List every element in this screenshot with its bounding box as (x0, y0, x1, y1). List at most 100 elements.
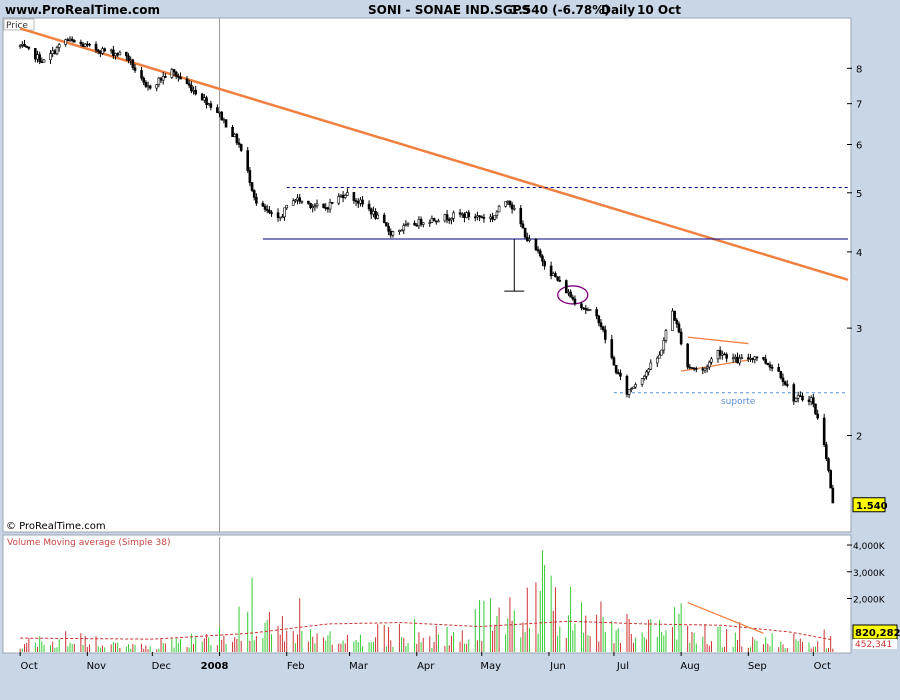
candle (614, 364, 618, 375)
candle (231, 124, 234, 137)
y-tick-label: 8 (856, 64, 862, 75)
candle (786, 380, 789, 388)
candle (281, 213, 284, 219)
volume-y-tick-label: 2,000K (853, 596, 886, 606)
candle (708, 360, 711, 370)
candle (762, 356, 765, 361)
candle (400, 229, 403, 232)
candle (18, 44, 22, 49)
candle (406, 222, 410, 227)
candle (538, 248, 542, 258)
candle (79, 39, 83, 47)
x-tick-label: Mar (349, 661, 369, 672)
candle (675, 317, 679, 328)
candle (367, 200, 371, 212)
candle (467, 209, 471, 221)
x-tick-label: Jul (616, 661, 629, 672)
candle (419, 216, 423, 227)
candle (200, 92, 204, 101)
candle (658, 351, 661, 359)
candle (27, 46, 31, 51)
candle (482, 213, 486, 223)
candle (473, 213, 477, 222)
candle (133, 63, 137, 73)
candle (309, 202, 312, 210)
candle (519, 205, 523, 228)
candle (695, 366, 698, 373)
candle (445, 209, 449, 224)
candle (554, 271, 557, 278)
candle (224, 119, 228, 128)
candle (330, 201, 334, 205)
trendline (19, 27, 849, 282)
price-panel (2, 17, 852, 533)
candle (291, 198, 295, 206)
candle (829, 469, 832, 489)
candle (569, 289, 572, 298)
candle (127, 53, 130, 64)
x-tick-label: Jun (549, 661, 566, 672)
candle (285, 205, 289, 210)
candle (534, 238, 538, 252)
candle (796, 391, 800, 403)
candle (376, 212, 380, 220)
candle (495, 210, 499, 219)
candle (352, 191, 356, 204)
y-tick-label: 6 (856, 141, 862, 152)
candle (179, 72, 182, 80)
candle (42, 59, 46, 63)
candle (140, 66, 143, 81)
candle (777, 363, 780, 372)
candle (528, 234, 531, 243)
candle (573, 295, 577, 306)
candle (677, 321, 681, 334)
candle (597, 314, 601, 326)
candle (391, 230, 395, 238)
candle (497, 204, 501, 213)
candle (599, 319, 603, 330)
x-tick-label: Feb (287, 661, 305, 672)
candle (421, 222, 425, 228)
candle (170, 67, 174, 80)
last-price-badge (852, 497, 886, 513)
candle (144, 80, 148, 89)
candle (346, 188, 349, 197)
candle (814, 403, 817, 415)
candle (298, 193, 302, 204)
candle (270, 210, 273, 217)
candle (755, 356, 759, 362)
candle (131, 58, 135, 71)
x-tick-label: Aug (680, 661, 700, 672)
candle (246, 147, 250, 173)
candle (612, 355, 616, 366)
candle (96, 48, 100, 55)
candle (512, 204, 516, 211)
volume-y-tick-label: 4,000K (853, 542, 886, 552)
candle (662, 337, 666, 354)
candle (177, 73, 180, 82)
y-tick-label: 7 (856, 100, 862, 111)
candle (584, 304, 588, 315)
candle (142, 76, 145, 86)
candle (738, 354, 741, 366)
candle (252, 189, 256, 201)
price-panel-label: Price (6, 21, 28, 31)
candle (686, 343, 689, 370)
candle (402, 223, 406, 235)
price-label-box (3, 18, 35, 31)
candle (164, 73, 167, 79)
candle (458, 208, 462, 218)
candle (655, 356, 659, 368)
candle (536, 246, 540, 254)
candle (220, 110, 224, 121)
x-tick-label: May (480, 661, 501, 672)
candle (541, 254, 544, 267)
candle (315, 199, 319, 209)
y-tick-label: 2 (856, 432, 862, 443)
candle (194, 85, 198, 96)
x-tick-label: Sep (748, 661, 767, 672)
date-label: 10 Oct (637, 3, 681, 17)
candle (634, 382, 637, 389)
x-tick-label: Oct (21, 661, 38, 672)
candle (413, 220, 416, 226)
